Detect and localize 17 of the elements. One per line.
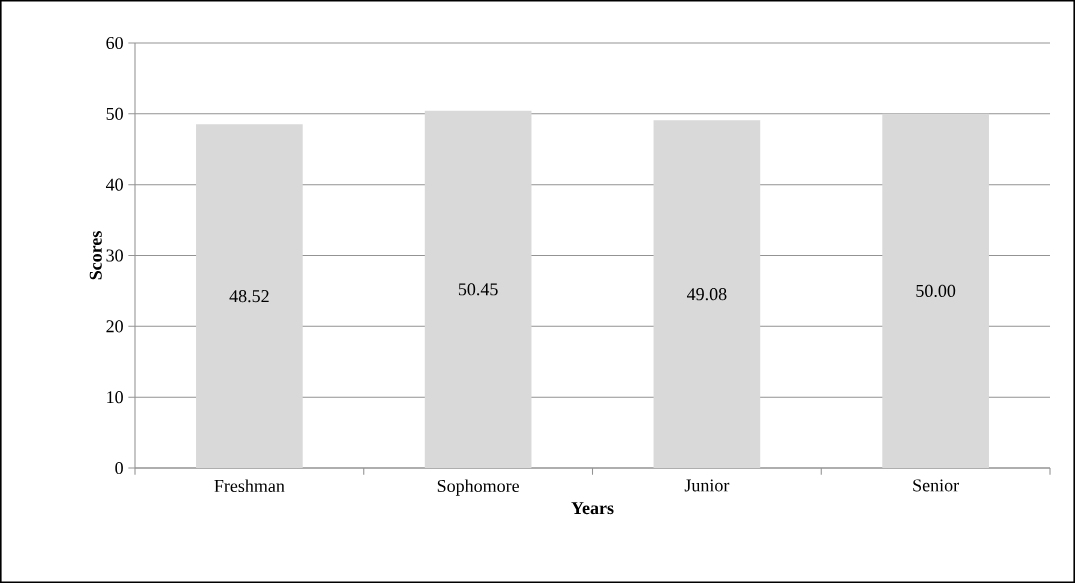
data-label: 50.45: [458, 283, 498, 296]
x-tick-label: Junior: [684, 479, 730, 492]
y-tick-label: 0: [115, 461, 123, 475]
y-tick-label: 30: [106, 249, 123, 262]
y-axis-title: Scores: [89, 231, 102, 280]
y-tick-label: 40: [105, 178, 123, 191]
x-tick-label: Senior: [913, 479, 959, 492]
x-axis-title: Years: [571, 502, 614, 515]
data-label: 50.00: [916, 284, 956, 298]
y-tick-label: 20: [106, 320, 123, 333]
data-label: 49.08: [686, 288, 727, 301]
x-tick-label: Sophomore: [437, 479, 519, 496]
y-tick-label: 60: [106, 36, 123, 50]
y-tick-label: 10: [107, 391, 123, 404]
x-tick-label: Freshman: [214, 479, 285, 493]
data-label: 48.52: [229, 290, 269, 303]
y-tick-label: 50: [106, 107, 123, 120]
